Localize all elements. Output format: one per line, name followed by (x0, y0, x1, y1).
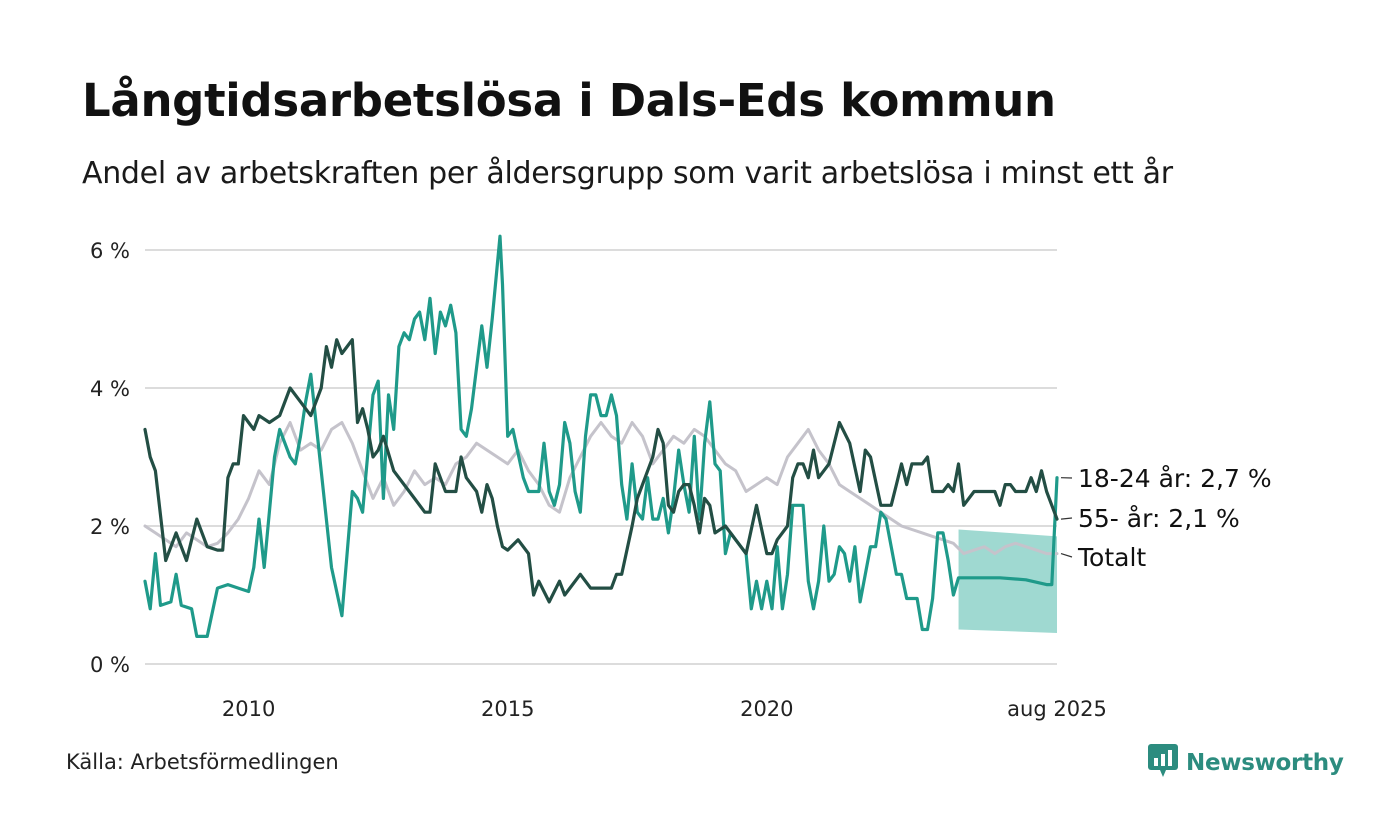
y-axis-ticks: 0 % 2 % 4 % 6 % (90, 239, 130, 677)
x-tick-label: aug 2025 (1007, 697, 1107, 721)
series-end-label: 18-24 år: 2,7 % (1078, 464, 1272, 493)
confidence-band-layer (958, 529, 1057, 633)
series-line (143, 234, 1059, 638)
series-end-label: 55- år: 2,1 % (1078, 504, 1240, 533)
source-note: Källa: Arbetsförmedlingen (66, 750, 339, 774)
series-line (143, 338, 1059, 604)
confidence-band (958, 529, 1057, 633)
y-tick-label: 6 % (90, 239, 130, 263)
x-tick-label: 2020 (740, 697, 793, 721)
series-end-label: Totalt (1077, 543, 1146, 572)
x-axis-ticks: 2010 2015 2020 aug 2025 (222, 697, 1107, 721)
chart-title: Långtidsarbetslösa i Dals-Eds kommun (82, 74, 1056, 127)
grid-lines (145, 249, 1057, 665)
brand-name: Newsworthy (1186, 750, 1344, 776)
label-leader (1060, 517, 1073, 520)
x-tick-label: 2010 (222, 697, 275, 721)
line-chart: 0 % 2 % 4 % 6 % 2010 2015 2020 aug 2025 Totalt… (90, 234, 1272, 721)
series-line (143, 421, 1059, 556)
chart-subtitle: Andel av arbetskraften per åldersgrupp s… (82, 156, 1173, 191)
y-tick-label: 0 % (90, 653, 130, 677)
x-tick-label: 2015 (481, 697, 534, 721)
series-lines (143, 234, 1059, 638)
end-labels: Totalt 18-24 år: 2,7 % 55- år: 2,1 % (1060, 464, 1272, 572)
brand[interactable]: Newsworthy (1148, 744, 1344, 782)
label-leader (1060, 553, 1073, 558)
y-tick-label: 4 % (90, 377, 130, 401)
newsworthy-logo-icon (1148, 744, 1178, 782)
y-tick-label: 2 % (90, 515, 130, 539)
